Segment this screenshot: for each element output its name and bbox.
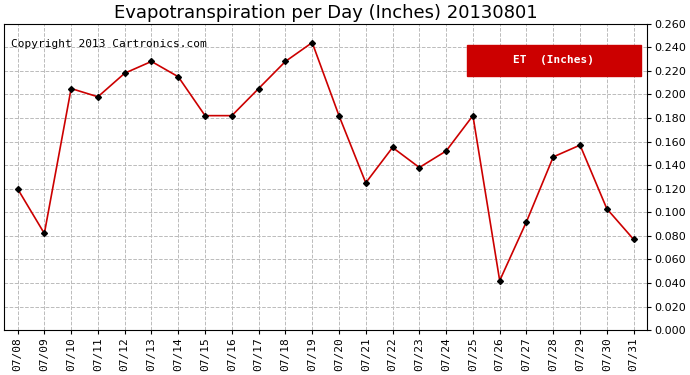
Text: Copyright 2013 Cartronics.com: Copyright 2013 Cartronics.com [10, 39, 206, 49]
Text: ET  (Inches): ET (Inches) [513, 56, 594, 66]
FancyBboxPatch shape [467, 45, 640, 76]
Title: Evapotranspiration per Day (Inches) 20130801: Evapotranspiration per Day (Inches) 2013… [114, 4, 538, 22]
